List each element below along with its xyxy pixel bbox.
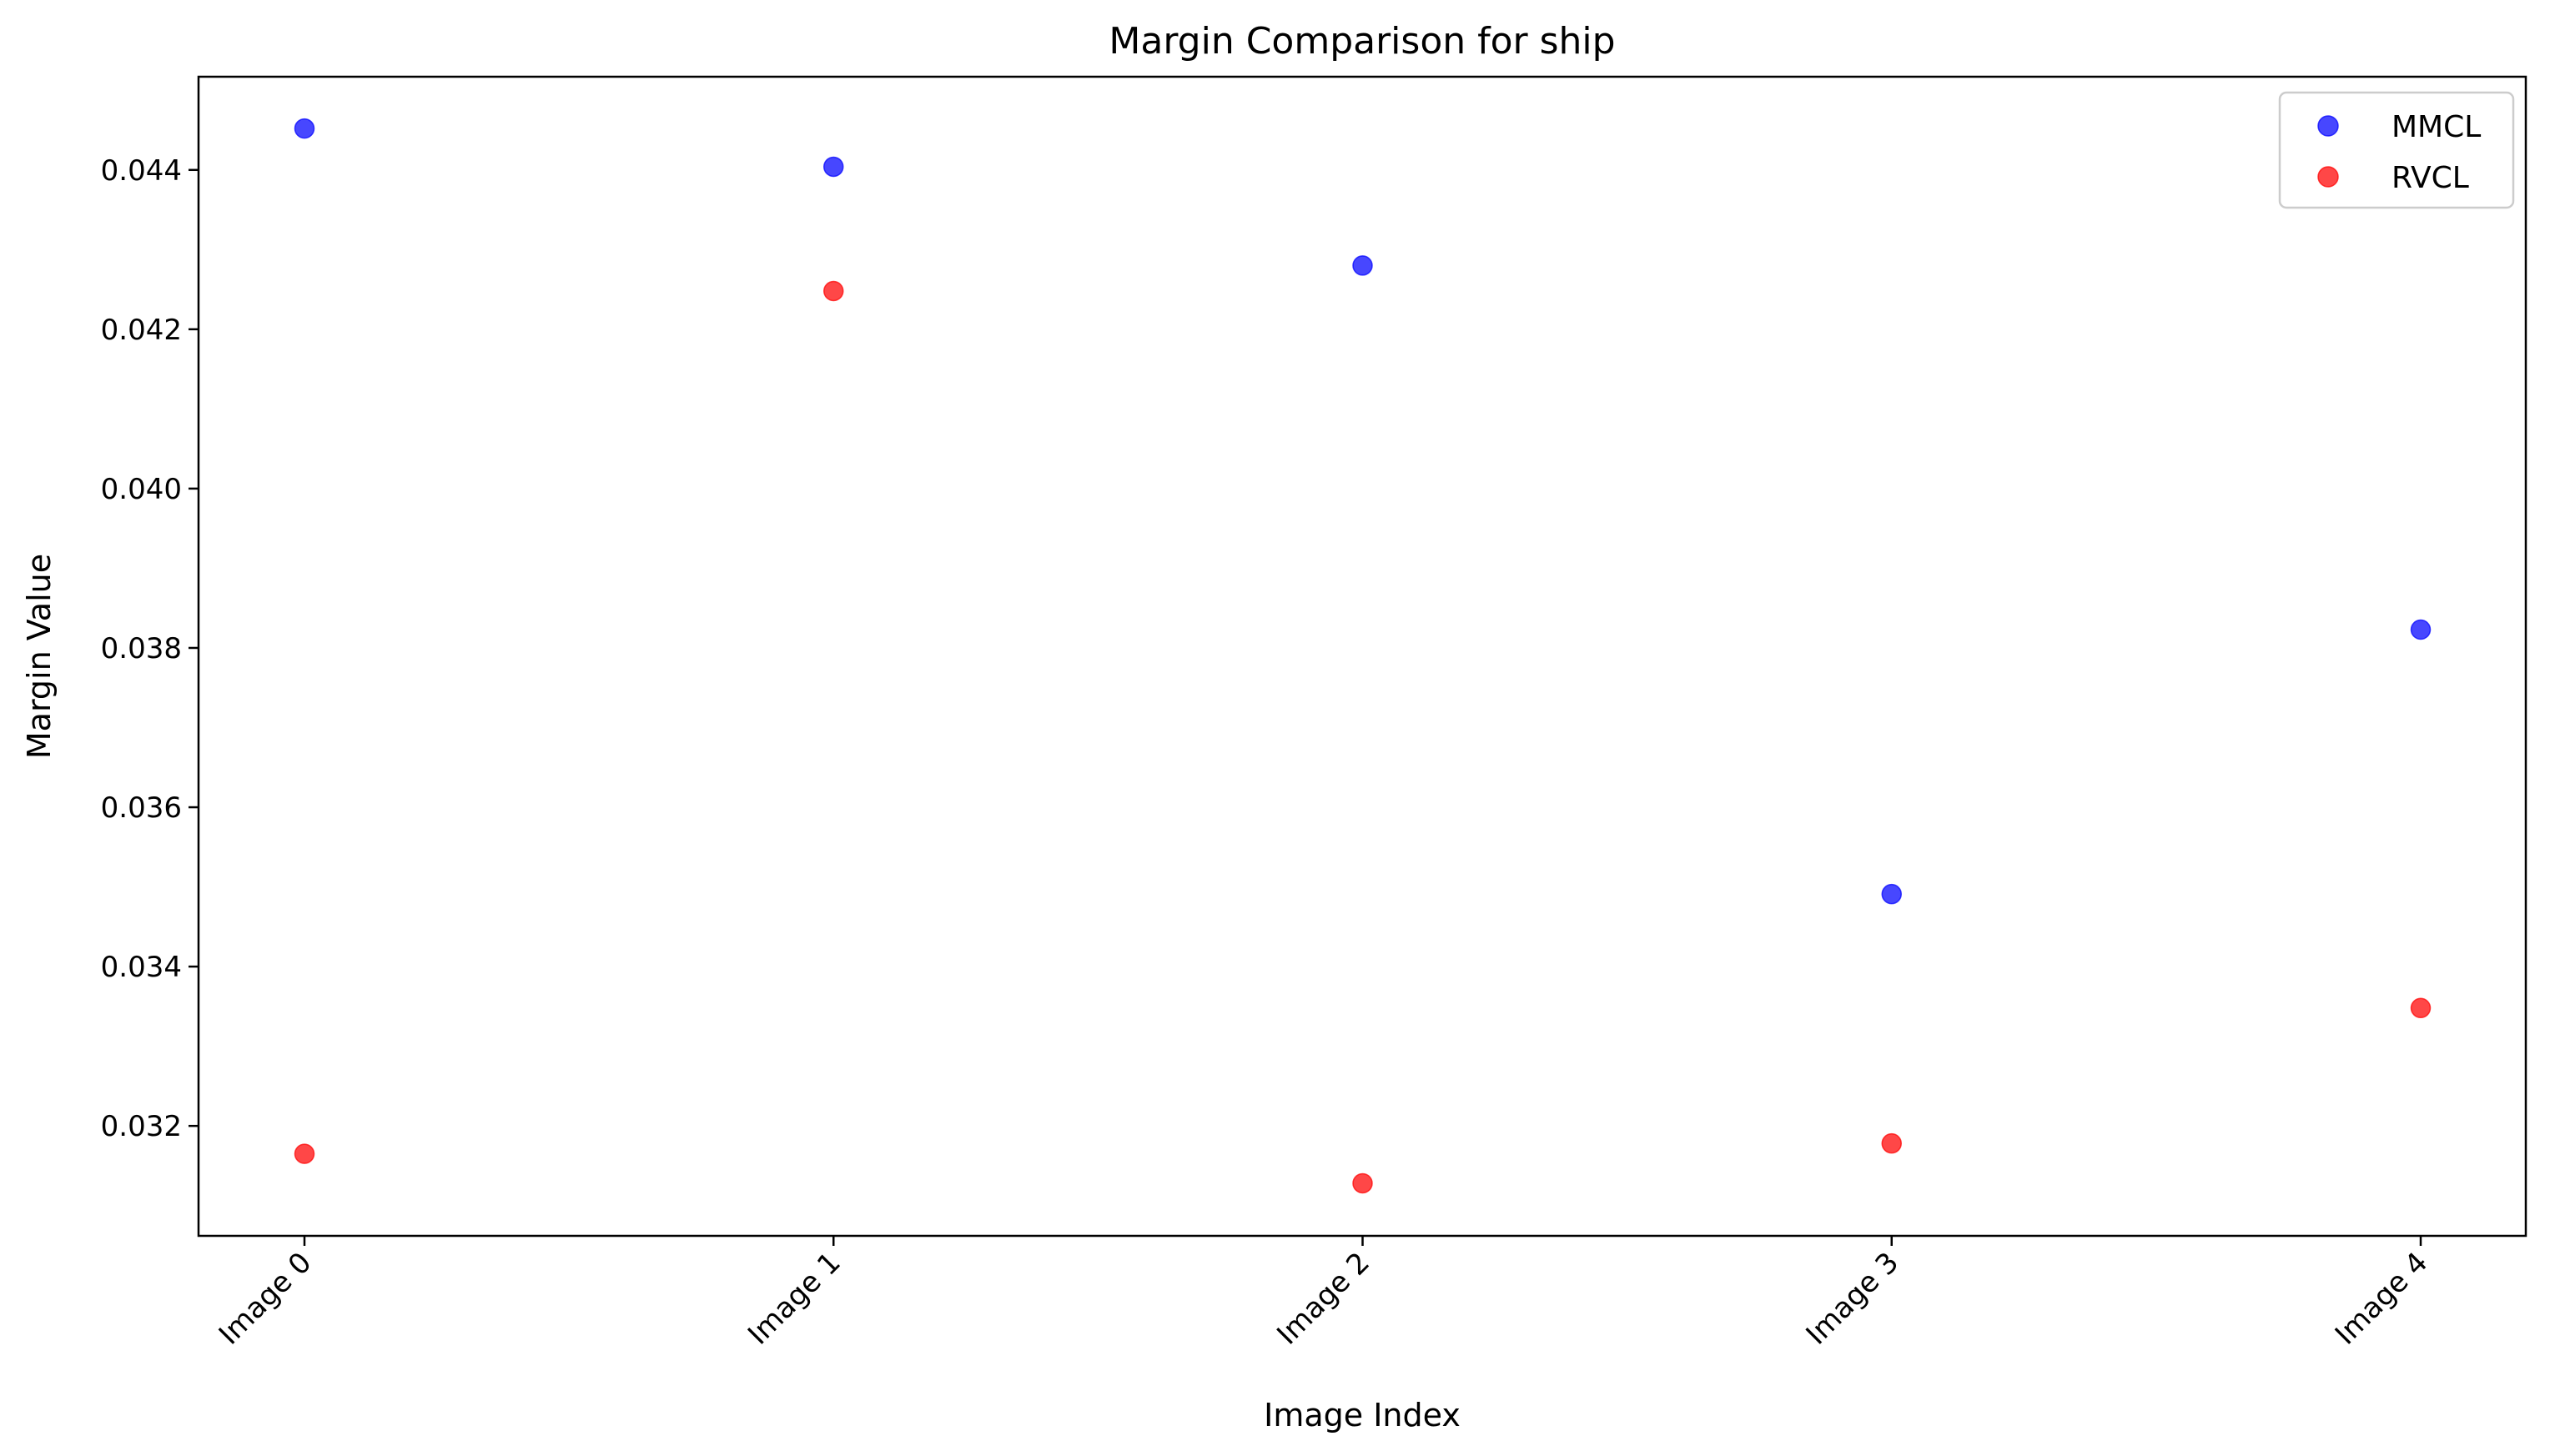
chart-title: Margin Comparison for ship — [1109, 20, 1615, 63]
y-tick-label: 0.042 — [101, 314, 182, 347]
data-points — [294, 118, 2432, 1194]
point-mmcl-0 — [294, 118, 315, 139]
legend-marker-mmcl — [2317, 115, 2339, 137]
x-axis-label: Image Index — [1264, 1397, 1461, 1433]
y-tick-label: 0.044 — [101, 154, 182, 188]
point-mmcl-3 — [1881, 883, 1902, 905]
y-tick-label: 0.040 — [101, 473, 182, 506]
legend-label-mmcl: MMCL — [2392, 110, 2481, 144]
y-tick-label: 0.038 — [101, 632, 182, 665]
point-mmcl-1 — [823, 156, 844, 178]
legend-marker-rvcl — [2317, 166, 2339, 188]
point-rvcl-3 — [1881, 1132, 1902, 1154]
y-axis-label: Margin Value — [21, 554, 58, 759]
point-rvcl-1 — [823, 280, 844, 302]
point-mmcl-4 — [2410, 619, 2432, 640]
point-rvcl-2 — [1352, 1172, 1373, 1194]
y-tick-label: 0.036 — [101, 791, 182, 825]
y-axis: 0.032 0.034 0.036 0.038 0.040 0.042 0.044 — [101, 154, 199, 1143]
point-rvcl-0 — [294, 1143, 315, 1164]
point-rvcl-4 — [2410, 997, 2432, 1019]
legend-label-rvcl: RVCL — [2392, 161, 2469, 195]
y-tick-label: 0.034 — [101, 951, 182, 984]
y-tick-label: 0.032 — [101, 1110, 182, 1143]
point-mmcl-2 — [1352, 255, 1373, 276]
legend: MMCL RVCL — [2278, 91, 2515, 209]
